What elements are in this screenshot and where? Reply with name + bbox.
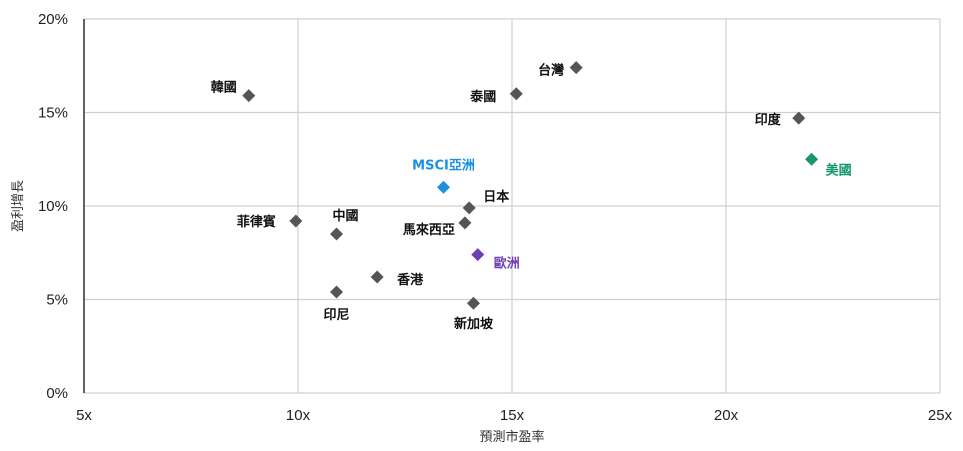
y-tick-label: 15%: [38, 105, 68, 122]
grid: [83, 18, 941, 394]
x-tick-label: 20x: [714, 407, 739, 424]
data-point: [370, 270, 384, 284]
data-point: [471, 248, 485, 262]
point-label: MSCI亞洲: [412, 158, 475, 173]
x-tick-label: 10x: [286, 407, 311, 424]
data-point: [458, 216, 472, 230]
point-label: 新加坡: [454, 316, 494, 332]
data-point: [466, 296, 480, 310]
point-label: 菲律賓: [237, 214, 276, 230]
x-axis-label: 預測市盈率: [479, 429, 544, 445]
x-tick-label: 15x: [500, 407, 525, 424]
data-point: [805, 152, 819, 166]
data-point: [330, 285, 344, 299]
data-points: [242, 61, 819, 310]
point-label: 馬來西亞: [403, 222, 455, 238]
data-point: [792, 111, 806, 125]
y-axis-label: 盈利增長: [11, 180, 26, 232]
x-tick-label: 5x: [76, 407, 92, 424]
data-point: [462, 201, 476, 215]
point-label: 印度: [755, 112, 782, 128]
y-tick-label: 0%: [46, 385, 68, 402]
y-tick-label: 5%: [46, 292, 68, 309]
data-point: [569, 61, 583, 75]
data-point: [242, 89, 256, 103]
point-label: 台灣: [538, 63, 564, 79]
y-tick-label: 10%: [38, 198, 68, 215]
data-point: [330, 227, 344, 241]
axes: 5x 10x 15x 20x 25x 0% 5% 10% 15% 20%: [38, 11, 953, 424]
x-tick-label: 25x: [928, 407, 953, 424]
point-label: 韓國: [211, 80, 237, 96]
y-tick-label: 20%: [38, 11, 68, 28]
point-label: 美國: [826, 162, 852, 178]
point-label: 歐洲: [494, 256, 520, 272]
data-point: [509, 87, 523, 101]
point-label: 香港: [396, 272, 424, 288]
point-label: 日本: [483, 189, 509, 205]
point-label: 泰國: [469, 89, 496, 105]
point-label: 中國: [333, 208, 359, 224]
data-point: [437, 180, 451, 194]
point-label: 印尼: [324, 308, 350, 323]
data-point: [289, 214, 303, 228]
